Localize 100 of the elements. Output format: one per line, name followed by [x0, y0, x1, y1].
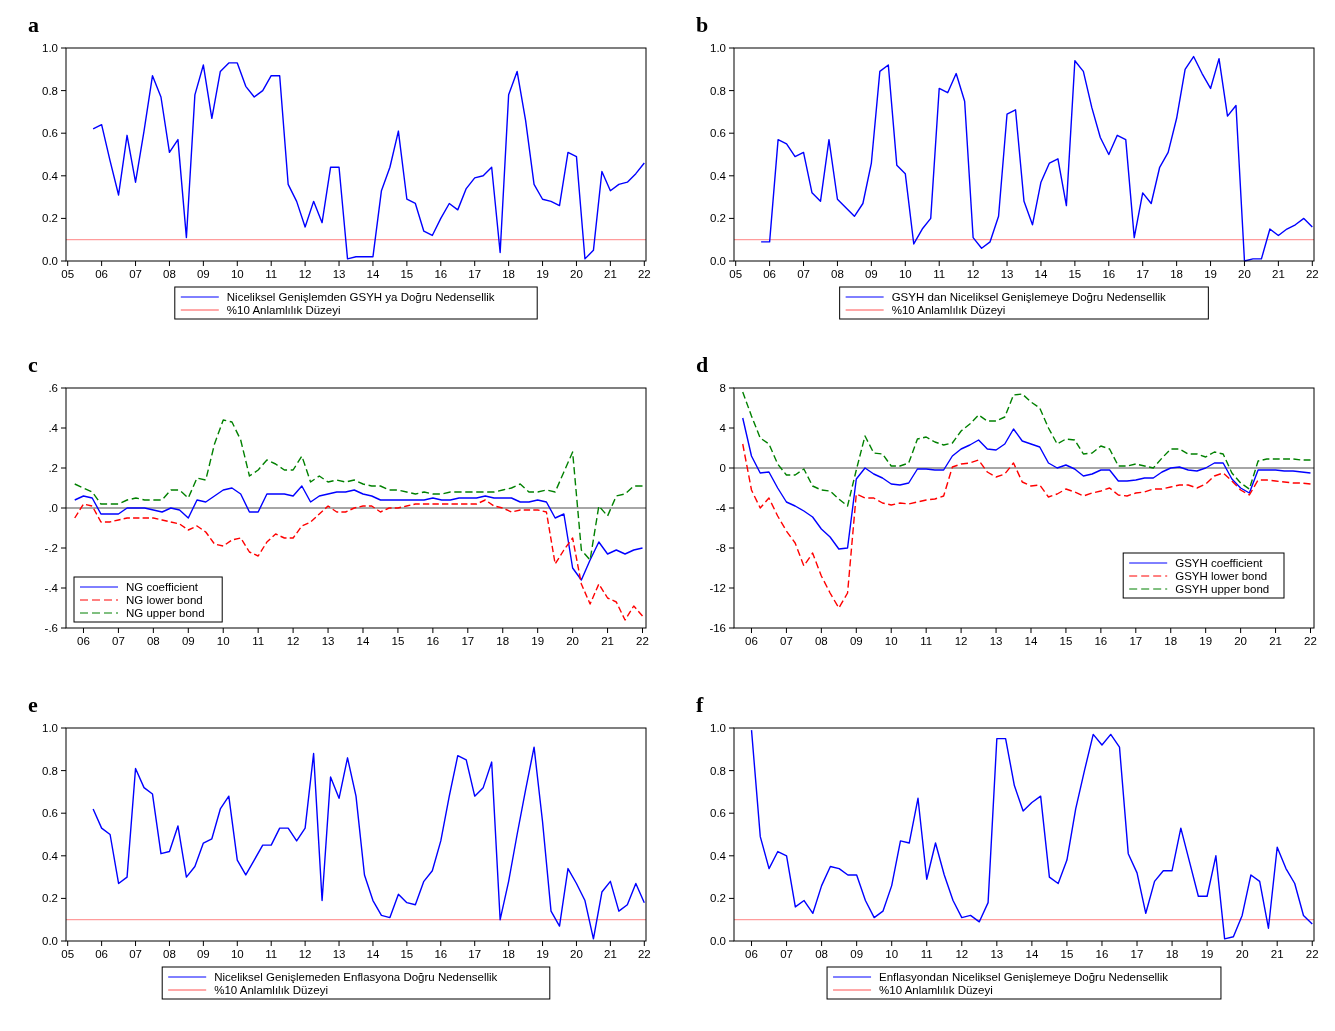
- y-tick-label: .4: [48, 422, 59, 434]
- legend-label: GSYH lower bond: [1175, 570, 1268, 582]
- x-tick-label: 05: [61, 948, 75, 960]
- x-tick-label: 08: [831, 268, 844, 280]
- x-tick-label: 10: [898, 268, 912, 280]
- x-tick-label: 12: [954, 635, 968, 647]
- x-tick-label: 19: [1204, 268, 1217, 280]
- x-tick-label: 06: [77, 635, 90, 647]
- x-tick-label: 14: [356, 635, 370, 647]
- chart-title: a: [28, 12, 39, 37]
- y-tick-label: 0.2: [42, 212, 58, 225]
- chart-title: b: [696, 12, 709, 37]
- x-tick-label: 07: [780, 948, 793, 960]
- y-tick-label: -.2: [44, 542, 58, 554]
- legend-label: NG lower bond: [126, 594, 203, 606]
- x-tick-label: 09: [849, 635, 863, 647]
- x-tick-label: 22: [1305, 948, 1319, 960]
- y-tick-label: 0.6: [710, 127, 726, 140]
- x-tick-label: 12: [298, 948, 312, 960]
- legend-label: Enflasyondan Niceliksel Genişlemeye Doğru Nedensellik: [879, 971, 1169, 983]
- x-tick-label: 13: [332, 948, 346, 960]
- x-tick-label: 08: [163, 268, 176, 280]
- x-tick-label: 18: [502, 948, 516, 960]
- x-tick-label: 13: [321, 635, 335, 647]
- x-tick-label: 12: [955, 948, 969, 960]
- chart-title: e: [28, 692, 38, 717]
- x-tick-label: 16: [1102, 268, 1116, 280]
- line-series: [74, 499, 644, 621]
- y-tick-label: 0.2: [42, 892, 58, 905]
- x-tick-label: 12: [298, 268, 312, 280]
- line-series: [760, 55, 1313, 262]
- x-tick-label: 05: [61, 268, 75, 280]
- x-tick-label: 15: [1060, 948, 1074, 960]
- y-tick-label: 1.0: [710, 722, 726, 734]
- x-tick-label: 06: [95, 268, 109, 280]
- x-tick-label: 17: [1136, 268, 1150, 280]
- x-tick-label: 16: [434, 268, 448, 280]
- y-tick-label: 8: [719, 382, 726, 394]
- line-series: [92, 746, 645, 940]
- x-tick-label: 08: [815, 948, 829, 960]
- x-tick-label: 06: [745, 635, 758, 647]
- x-tick-label: 14: [1024, 635, 1038, 647]
- chart-title: f: [696, 692, 704, 717]
- legend-label: %10 Anlamlılık Düzeyi: [891, 304, 1006, 316]
- x-tick-label: 17: [461, 635, 475, 647]
- x-tick-label: 11: [933, 268, 946, 280]
- x-tick-label: 14: [1025, 948, 1039, 960]
- y-tick-label: 0.8: [710, 764, 726, 777]
- y-tick-label: 4: [719, 422, 727, 434]
- x-tick-label: 10: [216, 635, 230, 647]
- y-tick-label: 0.0: [710, 935, 726, 947]
- x-tick-label: 20: [1238, 268, 1251, 280]
- x-tick-label: 15: [1059, 635, 1073, 647]
- legend-label: GSYH dan Niceliksel Genişlemeye Doğru Nedensellik: [891, 291, 1167, 303]
- y-tick-label: 1.0: [42, 42, 58, 54]
- x-tick-label: 22: [637, 948, 651, 960]
- x-tick-label: 14: [1034, 268, 1048, 280]
- x-tick-label: 14: [366, 268, 380, 280]
- y-tick-label: 0.4: [710, 169, 727, 182]
- x-tick-label: 21: [601, 635, 614, 647]
- x-tick-label: 19: [1200, 948, 1214, 960]
- chart-title: d: [696, 352, 709, 377]
- x-tick-label: 07: [112, 635, 125, 647]
- y-tick-label: 0.4: [710, 849, 727, 862]
- x-tick-label: 21: [1270, 948, 1284, 960]
- y-tick-label: 1.0: [710, 42, 726, 54]
- x-tick-label: 15: [1068, 268, 1082, 280]
- x-tick-label: 10: [230, 948, 244, 960]
- y-tick-label: 0.2: [710, 892, 726, 905]
- y-tick-label: 0.8: [42, 84, 58, 97]
- y-tick-label: 0.8: [42, 764, 58, 777]
- x-tick-label: 16: [426, 635, 440, 647]
- legend-label: %10 Anlamlılık Düzeyi: [214, 984, 328, 996]
- x-tick-label: 16: [434, 948, 448, 960]
- x-tick-label: 19: [536, 948, 549, 960]
- x-tick-label: 08: [814, 635, 828, 647]
- y-tick-label: 0.0: [42, 255, 58, 267]
- x-tick-label: 15: [400, 948, 414, 960]
- x-tick-label: 21: [1271, 268, 1285, 280]
- line-series: [750, 729, 1313, 940]
- y-tick-label: 0.6: [710, 807, 726, 820]
- x-tick-label: 18: [1164, 635, 1178, 647]
- x-tick-label: 22: [636, 635, 649, 647]
- x-tick-label: 22: [1305, 268, 1319, 280]
- x-tick-label: 13: [990, 948, 1004, 960]
- y-tick-label: -.6: [44, 622, 58, 634]
- x-tick-label: 11: [920, 948, 933, 960]
- x-tick-label: 18: [496, 635, 510, 647]
- line-series: [742, 443, 1312, 609]
- line-series: [742, 391, 1312, 507]
- x-tick-label: 13: [989, 635, 1003, 647]
- x-tick-label: 07: [129, 268, 142, 280]
- line-series: [74, 419, 644, 561]
- x-tick-label: 15: [391, 635, 405, 647]
- y-tick-label: .2: [48, 462, 58, 474]
- x-tick-label: 13: [1000, 268, 1014, 280]
- x-tick-label: 18: [502, 268, 516, 280]
- y-tick-label: .6: [48, 382, 58, 394]
- x-tick-label: 18: [1170, 268, 1184, 280]
- x-tick-label: 22: [1304, 635, 1317, 647]
